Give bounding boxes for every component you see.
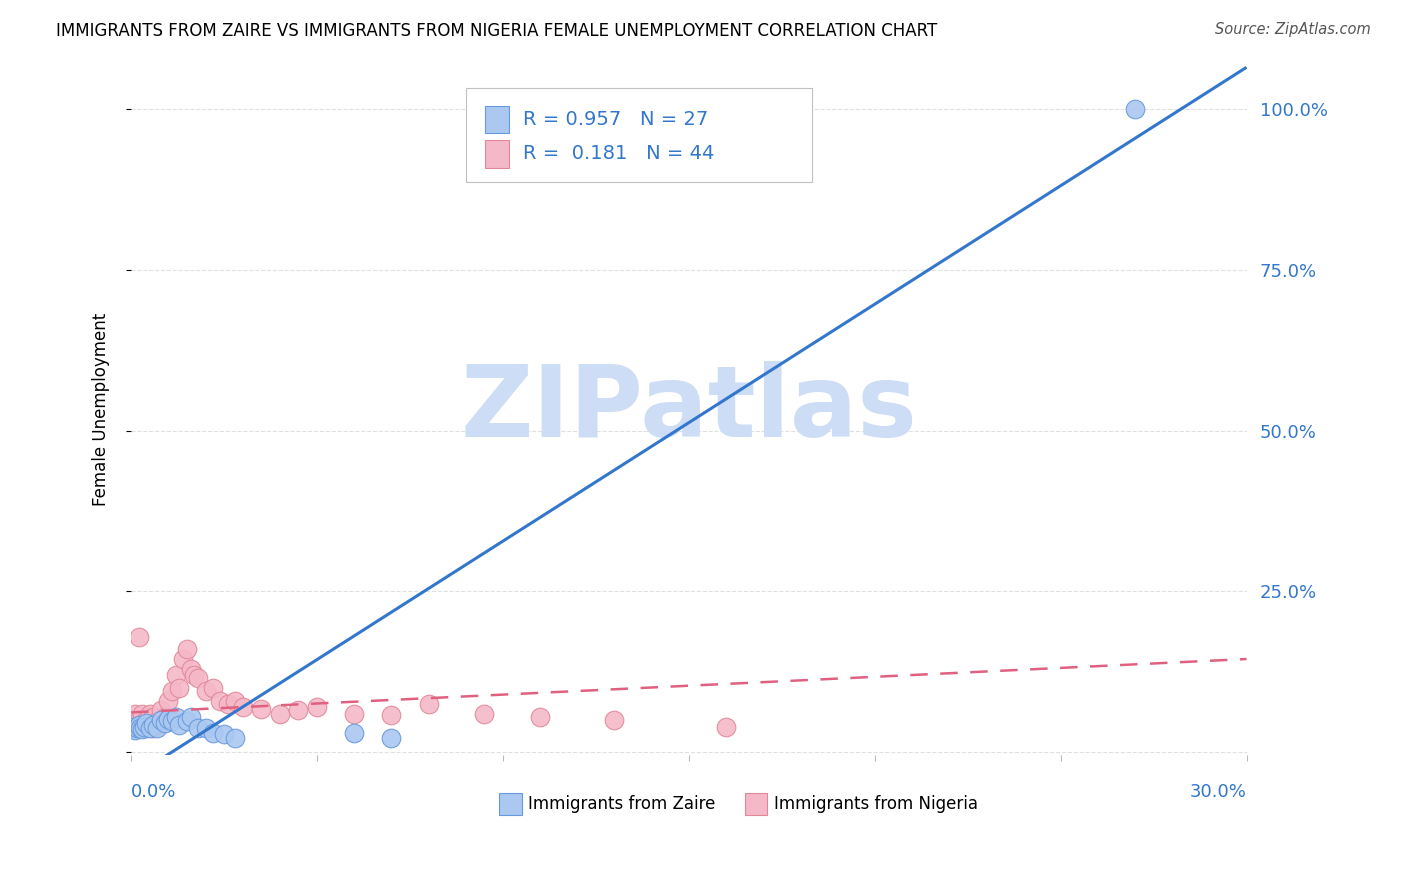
Point [139, 718, 162, 732]
Bar [745, 793, 766, 815]
Text: ZIPatlas: ZIPatlas [460, 361, 917, 458]
Point [149, 703, 172, 717]
Text: Immigrants from Zaire: Immigrants from Zaire [529, 795, 716, 813]
Point [180, 662, 202, 676]
Point [153, 716, 176, 731]
Point [131, 706, 153, 721]
Point [418, 697, 440, 711]
Point [169, 681, 191, 695]
Point [142, 718, 165, 732]
Point [142, 710, 165, 724]
Point [187, 721, 209, 735]
Point [201, 726, 224, 740]
Point [134, 720, 156, 734]
Point [146, 714, 169, 729]
Point [217, 697, 239, 711]
Point [157, 714, 180, 729]
Point [149, 713, 172, 727]
Point [380, 708, 402, 723]
Point [250, 701, 273, 715]
Point [157, 694, 180, 708]
Point [131, 718, 153, 732]
Bar [499, 793, 522, 815]
Point [194, 684, 217, 698]
Point [165, 710, 187, 724]
Point [172, 652, 194, 666]
Point [131, 722, 153, 736]
Text: 0.0%: 0.0% [131, 783, 177, 801]
Text: Immigrants from Nigeria: Immigrants from Nigeria [773, 795, 977, 813]
Point [165, 668, 187, 682]
Point [122, 720, 145, 734]
Point [224, 694, 246, 708]
Point [125, 721, 148, 735]
Point [122, 720, 145, 734]
Point [135, 716, 157, 731]
Point [160, 684, 183, 698]
Point [128, 713, 150, 727]
Point [169, 718, 191, 732]
Point [146, 721, 169, 735]
Point [603, 713, 626, 727]
Bar [485, 105, 509, 133]
Point [139, 706, 162, 721]
Point [714, 720, 737, 734]
Point [135, 713, 157, 727]
Point [380, 731, 402, 745]
Text: IMMIGRANTS FROM ZAIRE VS IMMIGRANTS FROM NIGERIA FEMALE UNEMPLOYMENT CORRELATION: IMMIGRANTS FROM ZAIRE VS IMMIGRANTS FROM… [56, 22, 938, 40]
Point [157, 712, 180, 726]
Point [232, 700, 254, 714]
Point [146, 718, 169, 732]
Point [176, 642, 198, 657]
Point [160, 714, 183, 729]
Bar [485, 140, 509, 168]
Point [1123, 102, 1146, 116]
Point [212, 727, 235, 741]
Text: Source: ZipAtlas.com: Source: ZipAtlas.com [1215, 22, 1371, 37]
Point [128, 718, 150, 732]
Point [194, 721, 217, 735]
Point [129, 721, 152, 735]
FancyBboxPatch shape [465, 88, 811, 182]
Point [139, 721, 162, 735]
Point [209, 694, 232, 708]
Y-axis label: Female Unemployment: Female Unemployment [93, 313, 110, 507]
Point [201, 681, 224, 695]
Point [183, 668, 205, 682]
Text: 30.0%: 30.0% [1189, 783, 1247, 801]
Point [224, 731, 246, 745]
Text: R = 0.957   N = 27: R = 0.957 N = 27 [523, 110, 707, 128]
Text: R =  0.181   N = 44: R = 0.181 N = 44 [523, 145, 714, 163]
Point [343, 726, 366, 740]
Point [135, 721, 157, 735]
Point [269, 706, 291, 721]
Point [180, 710, 202, 724]
Point [529, 710, 551, 724]
Point [125, 716, 148, 731]
Point [187, 671, 209, 685]
Point [343, 706, 366, 721]
Point [142, 721, 165, 735]
Point [176, 714, 198, 729]
Point [153, 710, 176, 724]
Point [128, 630, 150, 644]
Point [287, 703, 309, 717]
Point [124, 723, 146, 737]
Point [124, 706, 146, 721]
Point [307, 700, 329, 714]
Point [472, 706, 495, 721]
